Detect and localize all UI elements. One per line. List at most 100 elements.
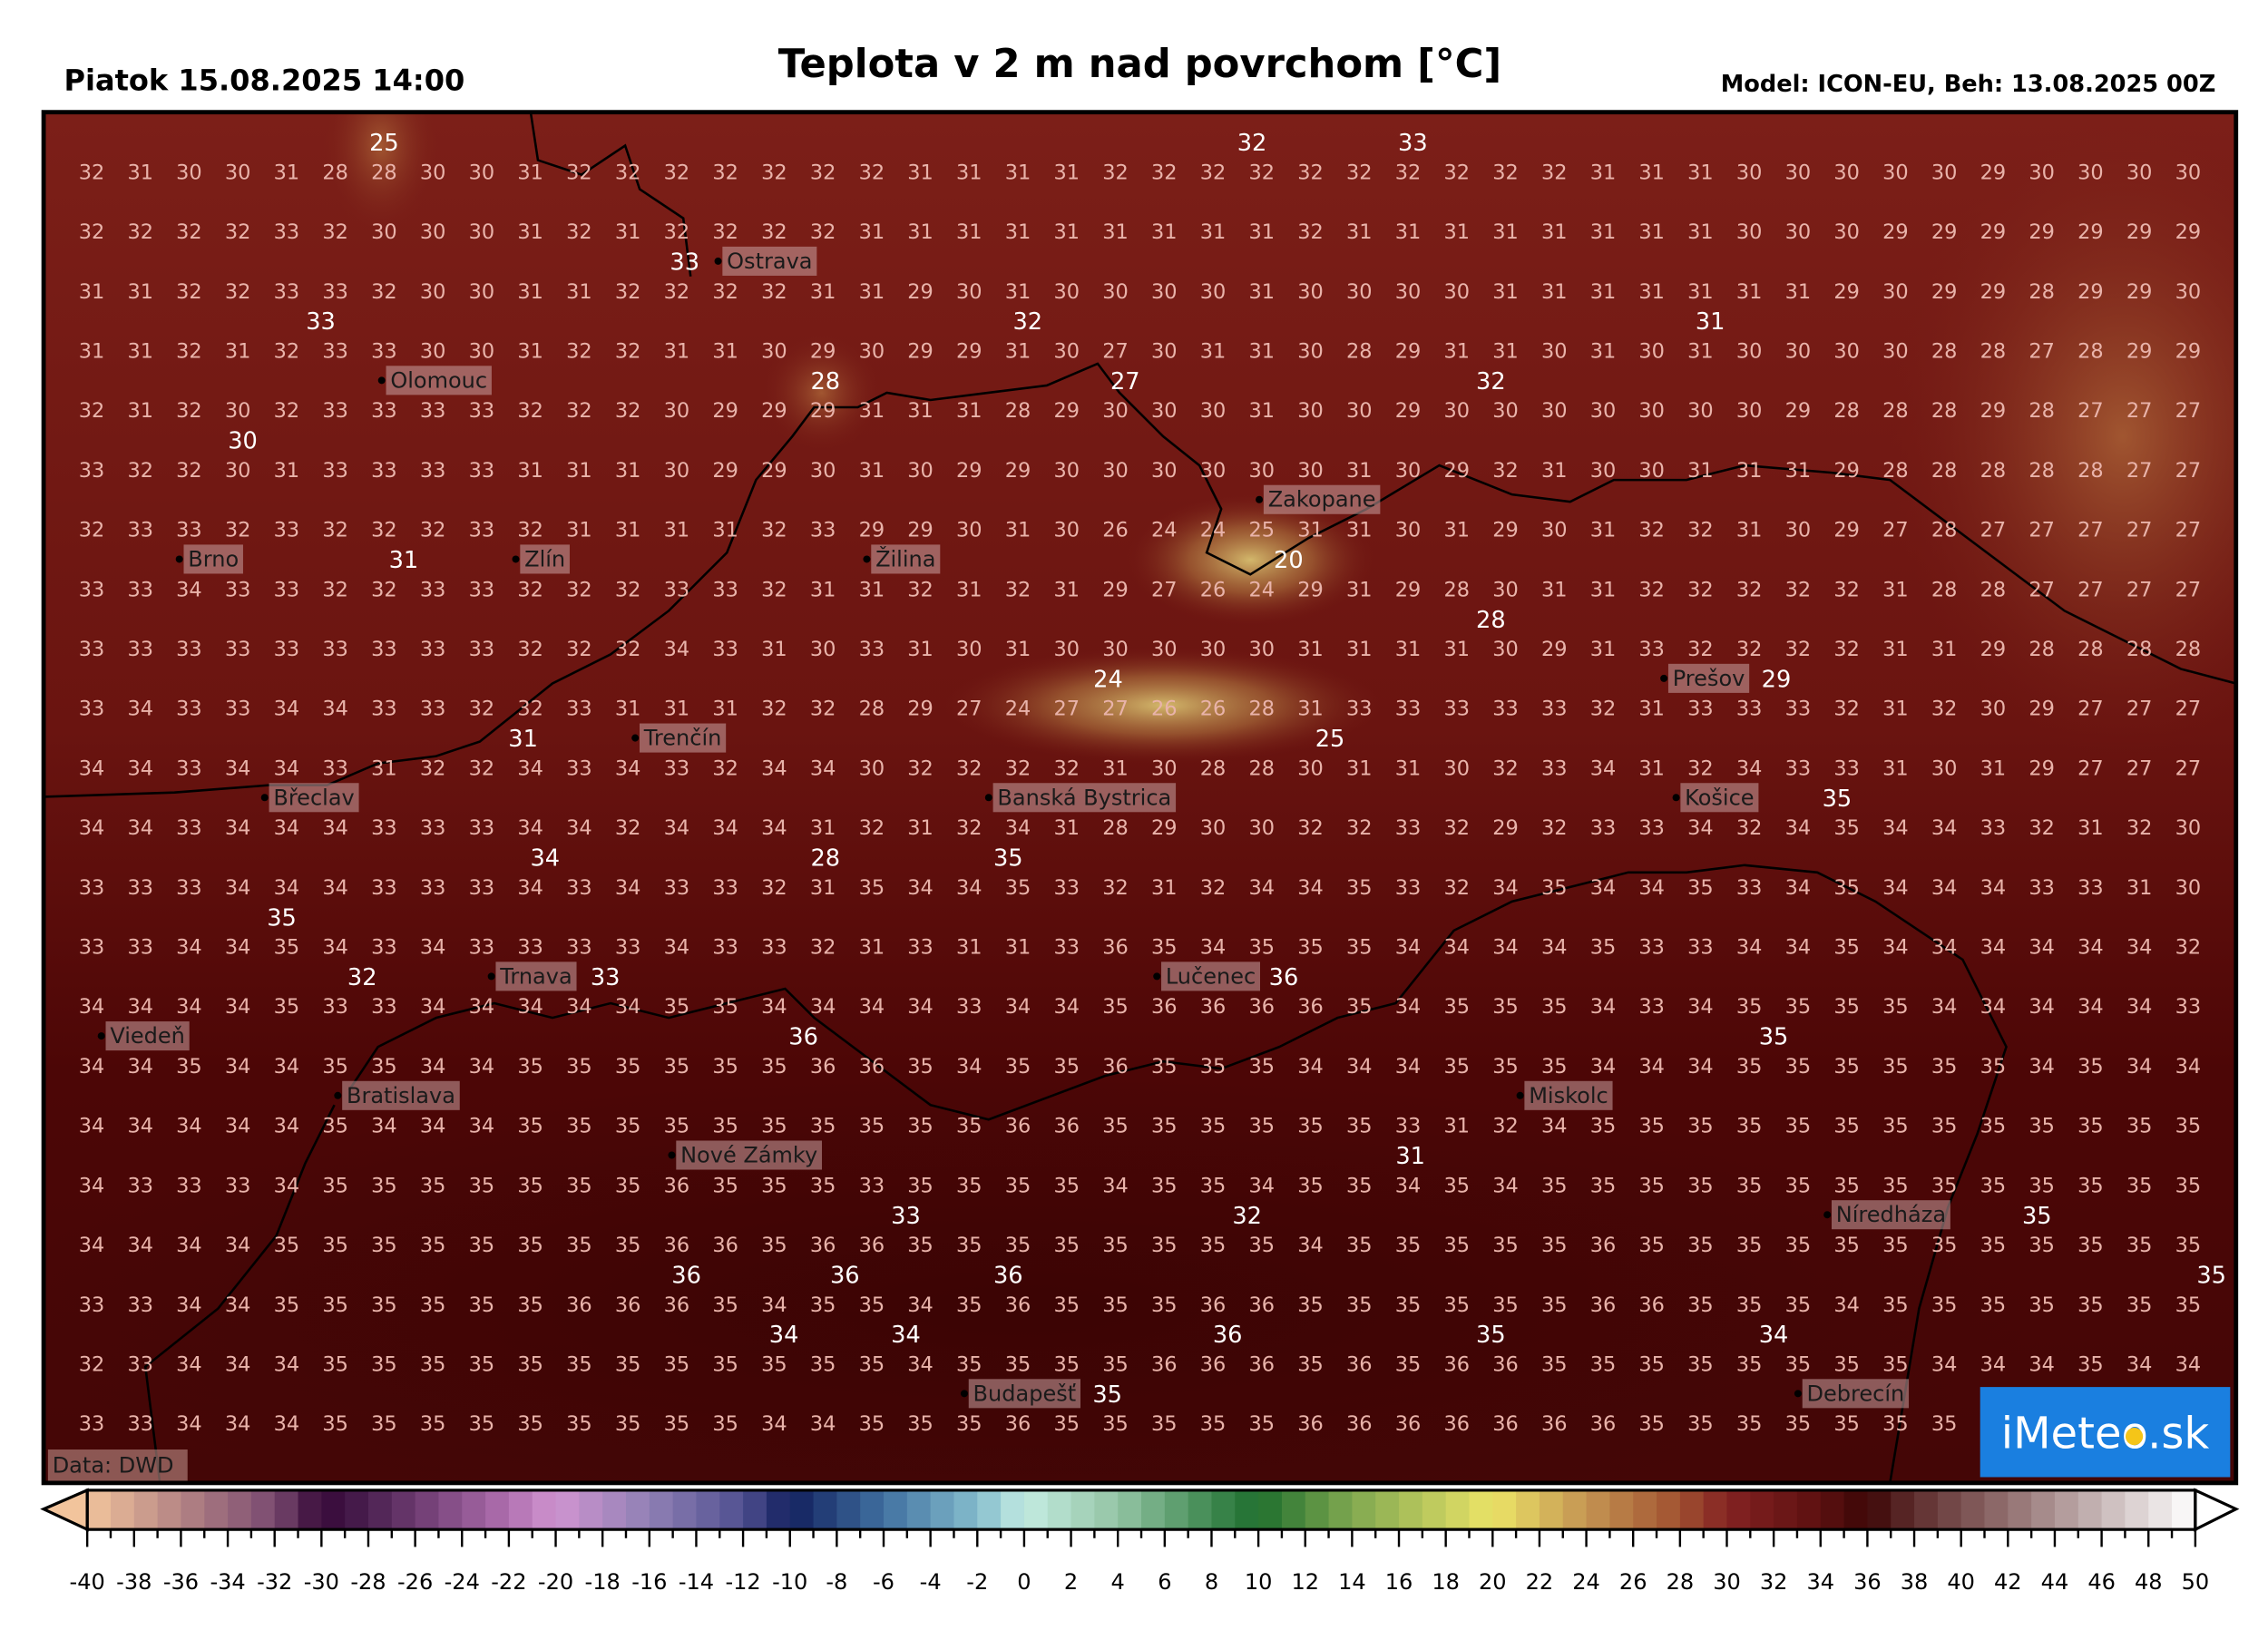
city-marker[interactable]: Miskolc <box>1516 1080 1613 1110</box>
colorbar-swatch <box>1562 1489 1588 1530</box>
city-marker[interactable]: Trenčín <box>631 723 727 753</box>
grid-value: 31 <box>127 399 153 423</box>
city-marker[interactable]: Trnava <box>487 961 577 991</box>
grid-value: 32 <box>469 756 495 780</box>
grid-value: 35 <box>664 1412 690 1436</box>
grid-value: 31 <box>1541 280 1568 304</box>
city-label-box <box>495 961 577 991</box>
colorbar-swatch <box>1820 1489 1845 1530</box>
grid-value: 33 <box>127 876 153 900</box>
grid-value: 32 <box>371 280 397 304</box>
grid-value: 27 <box>2077 698 2104 721</box>
city-marker[interactable]: Lučenec <box>1153 961 1261 991</box>
grid-value: 35 <box>1151 936 1178 960</box>
city-marker[interactable]: Zakopane <box>1256 484 1381 514</box>
grid-value: 31 <box>1638 280 1665 304</box>
city-marker[interactable]: Debrecín <box>1794 1379 1910 1409</box>
grid-value: 35 <box>1785 1412 1812 1436</box>
grid-value: 33 <box>371 399 397 423</box>
city-marker[interactable]: Bratislava <box>334 1080 460 1110</box>
grid-value: 29 <box>907 698 934 721</box>
grid-value: 31 <box>907 638 934 661</box>
grid-value: 34 <box>2126 936 2153 960</box>
colorbar-swatch <box>1657 1489 1681 1530</box>
grid-value: 31 <box>566 280 592 304</box>
city-marker[interactable]: Níredháza <box>1823 1200 1950 1230</box>
grid-value: 28 <box>1980 459 2007 483</box>
grid-value: 32 <box>810 161 836 184</box>
grid-value: 27 <box>2126 578 2153 601</box>
colorbar-swatch <box>1235 1489 1260 1530</box>
city-marker[interactable]: Zlín <box>512 544 570 574</box>
grid-value: 29 <box>1102 578 1129 601</box>
city-marker[interactable]: Budapešť <box>960 1379 1080 1409</box>
grid-value: 35 <box>859 1352 885 1376</box>
grid-value: 35 <box>322 1055 348 1079</box>
grid-value: 33 <box>322 339 348 363</box>
grid-value: 30 <box>2028 161 2055 184</box>
grid-value: 33 <box>469 816 495 840</box>
grid-value: 34 <box>420 995 446 1019</box>
grid-value: 33 <box>1638 816 1665 840</box>
city-marker[interactable]: Košice <box>1672 783 1759 813</box>
city-marker[interactable]: Viedeň <box>97 1021 190 1051</box>
hot-area-south <box>44 1076 2036 1483</box>
grid-value: 31 <box>1590 519 1617 542</box>
grid-value: 31 <box>1395 638 1422 661</box>
grid-value: 35 <box>859 876 885 900</box>
grid-value: 32 <box>322 578 348 601</box>
grid-value: 34 <box>1492 1174 1519 1197</box>
city-marker[interactable]: Nové Zámky <box>668 1140 823 1170</box>
grid-value: 34 <box>225 936 251 960</box>
colorbar-tick-label: 14 <box>1338 1569 1366 1595</box>
grid-value: 35 <box>615 1115 641 1138</box>
grid-value: 28 <box>1102 816 1129 840</box>
city-marker[interactable]: Ostrava <box>714 246 817 276</box>
grid-value: 33 <box>1054 936 1080 960</box>
city-marker[interactable]: Banská Bystrica <box>984 783 1177 813</box>
imeteo-logo[interactable]: iMeteo.sk <box>1980 1387 2231 1478</box>
grid-value: 35 <box>1395 1234 1422 1257</box>
city-marker[interactable]: Brno <box>175 544 243 574</box>
grid-value: 28 <box>1931 578 1958 601</box>
grid-value: 32 <box>517 638 543 661</box>
grid-value: 34 <box>176 995 202 1019</box>
grid-value: 35 <box>1541 876 1568 900</box>
grid-value: 35 <box>322 1174 348 1197</box>
grid-value: 32 <box>1833 698 1860 721</box>
city-marker[interactable]: Prešov <box>1660 663 1750 693</box>
grid-value: 34 <box>225 876 251 900</box>
grid-value: 35 <box>761 1055 787 1079</box>
grid-value: 35 <box>1980 1293 2007 1317</box>
city-marker[interactable]: Žilina <box>863 544 941 574</box>
grid-value: 34 <box>1833 1293 1860 1317</box>
grid-value: 30 <box>1054 339 1080 363</box>
grid-value: 29 <box>907 280 934 304</box>
grid-value: 36 <box>1590 1412 1617 1436</box>
grid-value: 31 <box>274 459 300 483</box>
grid-value: 35 <box>2028 1174 2055 1197</box>
grid-value: 33 <box>127 638 153 661</box>
grid-value: 31 <box>1297 519 1324 542</box>
grid-value: 34 <box>1687 995 1714 1019</box>
grid-value: 30 <box>225 459 251 483</box>
colorbar-tick-label: 20 <box>1479 1569 1507 1595</box>
grid-value: 27 <box>2028 578 2055 601</box>
grid-value: 36 <box>859 1234 885 1257</box>
grid-value: 30 <box>1882 280 1909 304</box>
grid-value: 31 <box>1005 936 1031 960</box>
grid-value: 28 <box>322 161 348 184</box>
city-label-box <box>386 366 492 395</box>
grid-value: 27 <box>2077 578 2104 601</box>
grid-value: 30 <box>956 280 982 304</box>
city-marker[interactable]: Břeclav <box>260 783 359 813</box>
grid-value: 35 <box>1638 1174 1665 1197</box>
city-marker[interactable]: Olomouc <box>377 366 492 395</box>
colorbar-swatch <box>649 1489 674 1530</box>
grid-value: 35 <box>1882 1352 1909 1376</box>
grid-value: 29 <box>1297 578 1324 601</box>
grid-value: 33 <box>761 936 787 960</box>
grid-value: 33 <box>420 578 446 601</box>
colorbar-swatch <box>508 1489 533 1530</box>
grid-value: 32 <box>566 220 592 244</box>
